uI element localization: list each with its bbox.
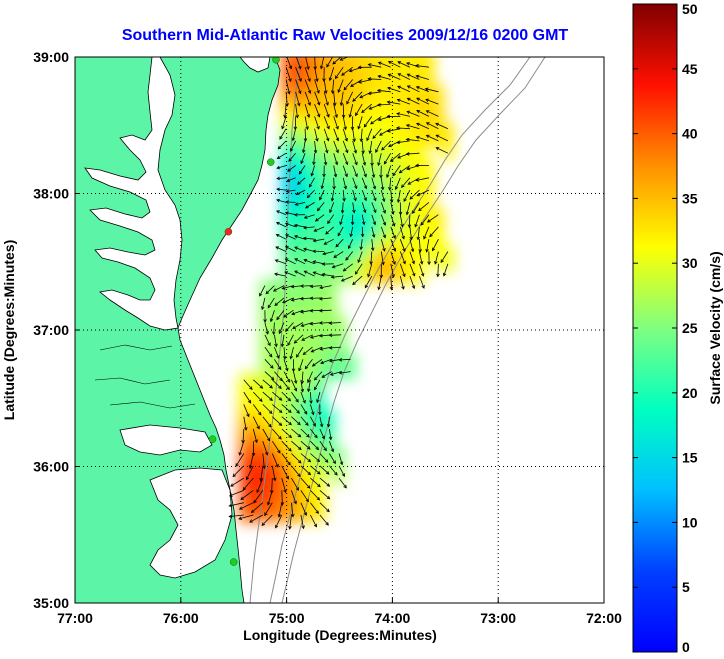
x-axis: 77:00 76:00 75:00 74:00 73:00 72:00 bbox=[57, 598, 622, 626]
colorbar-ticks: 0 5 10 15 20 25 30 35 40 45 50 bbox=[633, 1, 698, 655]
land-mass bbox=[75, 57, 281, 603]
delaware-bay bbox=[239, 57, 271, 73]
map-title: Southern Mid-Atlantic Raw Velocities 200… bbox=[122, 27, 569, 44]
x-tick-label: 76:00 bbox=[163, 610, 199, 626]
colorbar-tick-label: 30 bbox=[682, 255, 698, 271]
y-tick-label: 37:00 bbox=[33, 322, 69, 338]
y-tick-label: 35:00 bbox=[33, 595, 69, 611]
x-tick-label: 72:00 bbox=[586, 610, 622, 626]
colorbar-tick-label: 40 bbox=[682, 126, 698, 142]
colorbar-tick-label: 15 bbox=[682, 450, 698, 466]
river-inlets bbox=[94, 344, 196, 409]
y-axis-label: Latitude (Degrees:Minutes) bbox=[1, 240, 17, 420]
colorbar-label: Surface Velocity (cm/s) bbox=[707, 251, 723, 404]
colorbar-tick-label: 45 bbox=[682, 61, 698, 77]
radar-station-marker bbox=[208, 435, 217, 443]
y-tick-label: 39:00 bbox=[33, 49, 69, 65]
albemarle-sound bbox=[119, 424, 213, 456]
radar-station-marker bbox=[224, 227, 233, 236]
hf-radar-stations bbox=[208, 57, 280, 566]
radar-station-marker bbox=[229, 558, 238, 566]
pamlico-sound bbox=[149, 467, 233, 579]
colorbar: 0 5 10 15 20 25 30 35 40 45 50 Surface Velocity (c… bbox=[632, 1, 723, 655]
radar-station-marker bbox=[266, 158, 275, 166]
x-tick-label: 73:00 bbox=[480, 610, 516, 626]
colorbar-tick-label: 25 bbox=[682, 320, 698, 336]
gridlines bbox=[75, 57, 604, 603]
colorbar-tick-label: 5 bbox=[682, 579, 690, 595]
radar-station-marker bbox=[272, 57, 280, 64]
coastline-mainland bbox=[75, 57, 281, 603]
colorbar-tick-label: 10 bbox=[682, 514, 698, 530]
x-tick-label: 75:00 bbox=[269, 610, 305, 626]
bathymetry-contours bbox=[249, 57, 546, 603]
x-tick-label: 74:00 bbox=[374, 610, 410, 626]
y-axis: 35:00 36:00 37:00 38:00 39:00 bbox=[33, 49, 80, 611]
plot-area bbox=[75, 57, 604, 603]
colorbar-tick-label: 20 bbox=[682, 385, 698, 401]
colorbar-tick-label: 35 bbox=[682, 190, 698, 206]
x-axis-label: Longitude (Degrees:Minutes) bbox=[243, 627, 437, 643]
y-tick-label: 38:00 bbox=[33, 186, 69, 202]
colorbar-gradient bbox=[632, 3, 678, 653]
colorbar-tick-label: 50 bbox=[682, 1, 698, 17]
y-tick-label: 36:00 bbox=[33, 459, 69, 475]
x-tick-label: 77:00 bbox=[57, 610, 93, 626]
colorbar-tick-label: 0 bbox=[682, 639, 690, 655]
